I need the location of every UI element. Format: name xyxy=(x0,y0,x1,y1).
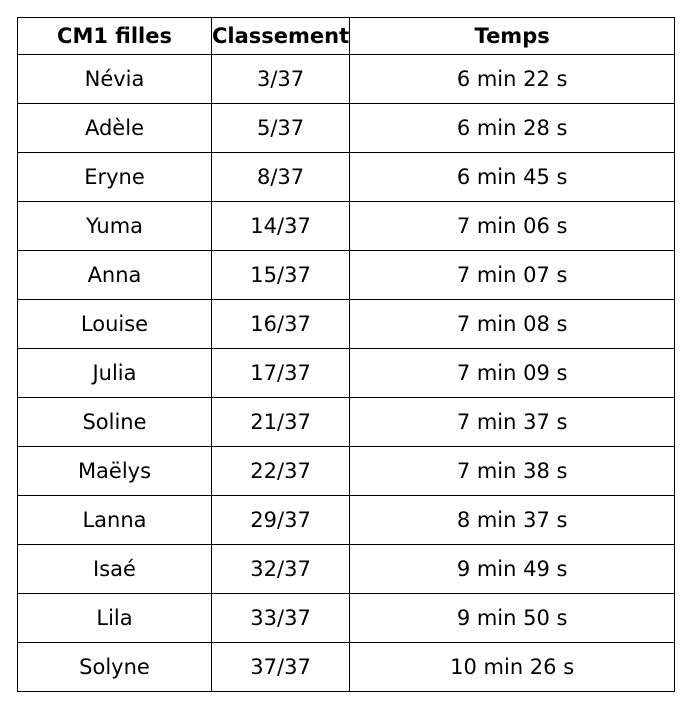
table-cell: 37/37 xyxy=(210,642,351,692)
table-cell: Yuma xyxy=(17,201,212,251)
table-row: Solyne 37/37 10 min 26 s xyxy=(17,642,676,692)
header-cell: Temps xyxy=(349,17,676,55)
table-cell: 7 min 38 s xyxy=(349,446,676,496)
results-table: CM1 filles Classement Temps Névia 3/37 6 min… xyxy=(17,17,676,692)
table-cell: 15/37 xyxy=(210,250,351,300)
table-cell: Lanna xyxy=(17,495,212,545)
table-cell: 9 min 49 s xyxy=(349,544,676,594)
table-cell: 29/37 xyxy=(210,495,351,545)
table-cell: 7 min 37 s xyxy=(349,397,676,447)
table-cell: Adèle xyxy=(17,103,212,153)
table-cell: Solyne xyxy=(17,642,212,692)
header-row: CM1 filles Classement Temps xyxy=(17,17,676,55)
table-cell: 3/37 xyxy=(210,54,351,104)
table-cell: Névia xyxy=(17,54,212,104)
table-cell: Lila xyxy=(17,593,212,643)
table-cell: 6 min 45 s xyxy=(349,152,676,202)
table-row: Eryne 8/37 6 min 45 s xyxy=(17,152,676,202)
table-cell: 7 min 08 s xyxy=(349,299,676,349)
table-cell: Maëlys xyxy=(17,446,212,496)
table-body: Névia 3/37 6 min 22 s Adèle 5/37 6 min 28 s Er… xyxy=(17,54,676,692)
header-cell: CM1 filles xyxy=(17,17,212,55)
table-row: Yuma 14/37 7 min 06 s xyxy=(17,201,676,251)
table-cell: Soline xyxy=(17,397,212,447)
table-cell: 21/37 xyxy=(210,397,351,447)
table-cell: Anna xyxy=(17,250,212,300)
table-cell: 5/37 xyxy=(210,103,351,153)
table-row: Anna 15/37 7 min 07 s xyxy=(17,250,676,300)
table-row: Névia 3/37 6 min 22 s xyxy=(17,54,676,104)
table-row: Adèle 5/37 6 min 28 s xyxy=(17,103,676,153)
table-cell: 7 min 07 s xyxy=(349,250,676,300)
table-cell: 22/37 xyxy=(210,446,351,496)
table-cell: 8 min 37 s xyxy=(349,495,676,545)
table-cell: 17/37 xyxy=(210,348,351,398)
table-cell: 7 min 06 s xyxy=(349,201,676,251)
table-row: Isaé 32/37 9 min 49 s xyxy=(17,544,676,594)
table-cell: 7 min 09 s xyxy=(349,348,676,398)
table-cell: 33/37 xyxy=(210,593,351,643)
table-cell: Julia xyxy=(17,348,212,398)
table-cell: Louise xyxy=(17,299,212,349)
table-row: Maëlys 22/37 7 min 38 s xyxy=(17,446,676,496)
table-row: Soline 21/37 7 min 37 s xyxy=(17,397,676,447)
table-row: Lanna 29/37 8 min 37 s xyxy=(17,495,676,545)
table-cell: 10 min 26 s xyxy=(349,642,676,692)
table-row: Louise 16/37 7 min 08 s xyxy=(17,299,676,349)
table-cell: 9 min 50 s xyxy=(349,593,676,643)
header-cell: Classement xyxy=(210,17,351,55)
table-cell: 14/37 xyxy=(210,201,351,251)
table-cell: 32/37 xyxy=(210,544,351,594)
table-cell: 6 min 28 s xyxy=(349,103,676,153)
table-cell: Isaé xyxy=(17,544,212,594)
table-cell: 8/37 xyxy=(210,152,351,202)
table-row: Lila 33/37 9 min 50 s xyxy=(17,593,676,643)
table-row: Julia 17/37 7 min 09 s xyxy=(17,348,676,398)
table-cell: 6 min 22 s xyxy=(349,54,676,104)
table-cell: 16/37 xyxy=(210,299,351,349)
table-cell: Eryne xyxy=(17,152,212,202)
